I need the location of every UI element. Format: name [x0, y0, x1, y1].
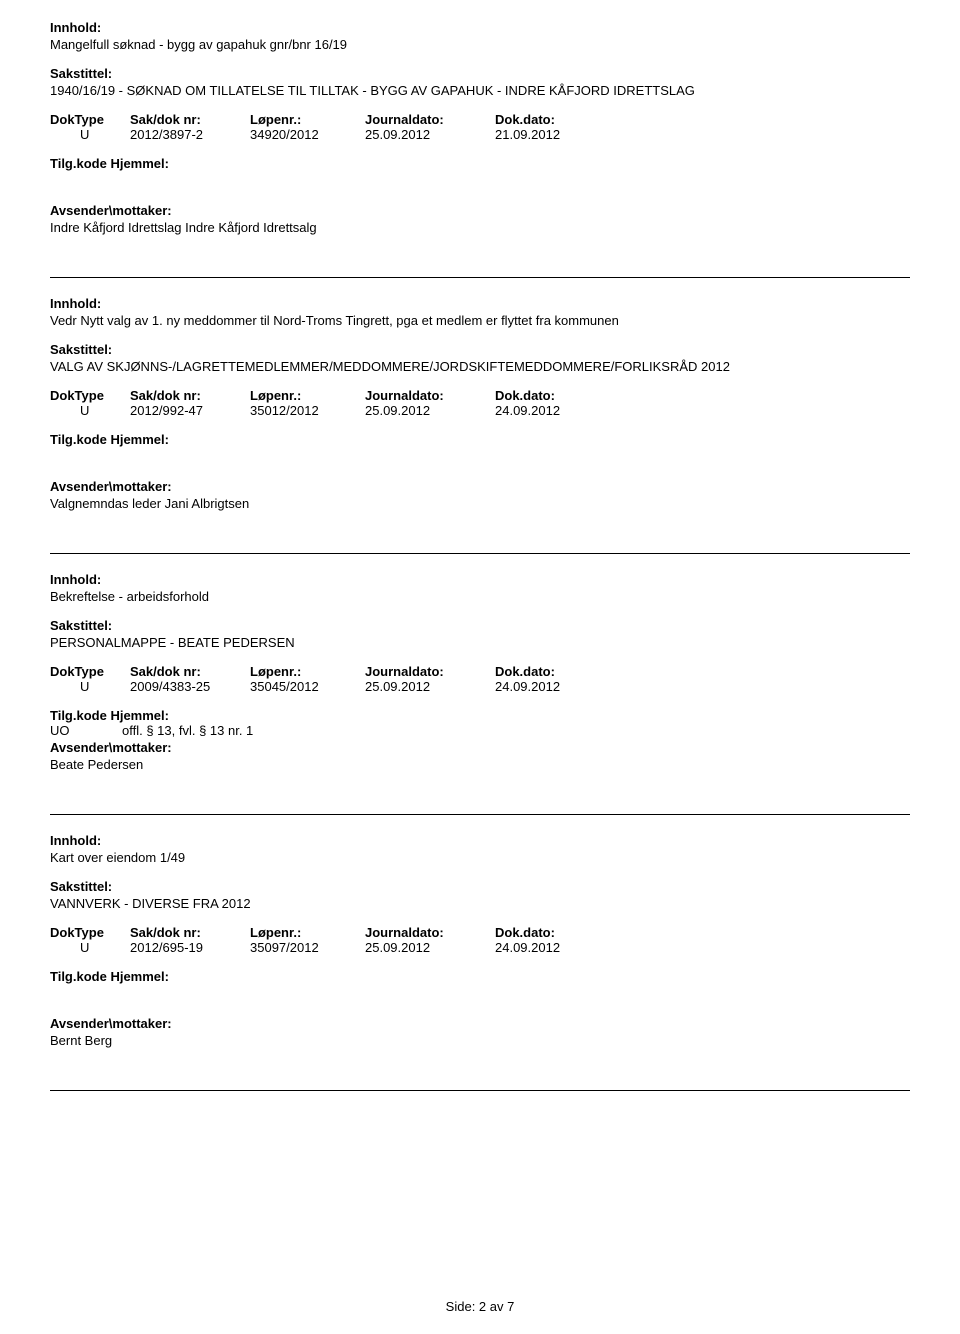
- journal-entry: Innhold: Vedr Nytt valg av 1. ny meddomm…: [50, 296, 910, 511]
- divider: [50, 553, 910, 554]
- tilgkode-label: Tilg.kode: [50, 432, 107, 447]
- doktype-value: U: [50, 127, 130, 142]
- sakstittel-text: 1940/16/19 - SØKNAD OM TILLATELSE TIL TI…: [50, 83, 910, 98]
- dokdato-value: 24.09.2012: [495, 940, 615, 955]
- dokdato-value: 21.09.2012: [495, 127, 615, 142]
- avsender-text: Bernt Berg: [50, 1033, 910, 1048]
- doktype-value: U: [50, 403, 130, 418]
- tilgkode-hjemmel-row: UO offl. § 13, fvl. § 13 nr. 1: [50, 723, 910, 738]
- sakstittel-text: VALG AV SKJØNNS-/LAGRETTEMEDLEMMER/MEDDO…: [50, 359, 910, 374]
- dokdato-value: 24.09.2012: [495, 679, 615, 694]
- innhold-label: Innhold:: [50, 572, 910, 587]
- sakdok-value: 2012/3897-2: [130, 127, 250, 142]
- journaldato-header: Journaldato:: [365, 112, 495, 127]
- avsender-text: Indre Kåfjord Idrettslag Indre Kåfjord I…: [50, 220, 910, 235]
- journaldato-value: 25.09.2012: [365, 940, 495, 955]
- sakstittel-label: Sakstittel:: [50, 879, 910, 894]
- lopenr-header: Løpenr.:: [250, 388, 365, 403]
- journaldato-header: Journaldato:: [365, 664, 495, 679]
- journaldato-value: 25.09.2012: [365, 679, 495, 694]
- avsender-label: Avsender\mottaker:: [50, 740, 910, 755]
- hjemmel-label: Hjemmel:: [110, 708, 169, 723]
- table-header-row: DokType Sak/dok nr: Løpenr.: Journaldato…: [50, 112, 910, 127]
- journal-entry: Innhold: Kart over eiendom 1/49 Sakstitt…: [50, 833, 910, 1048]
- sakdok-value: 2009/4383-25: [130, 679, 250, 694]
- tilgkode-label: Tilg.kode: [50, 969, 107, 984]
- sakdok-header: Sak/dok nr:: [130, 112, 250, 127]
- lopenr-value: 35045/2012: [250, 679, 365, 694]
- dokdato-header: Dok.dato:: [495, 925, 615, 940]
- innhold-text: Vedr Nytt valg av 1. ny meddommer til No…: [50, 313, 910, 328]
- lopenr-value: 35012/2012: [250, 403, 365, 418]
- divider: [50, 814, 910, 815]
- sakstittel-text: PERSONALMAPPE - BEATE PEDERSEN: [50, 635, 910, 650]
- innhold-text: Bekreftelse - arbeidsforhold: [50, 589, 910, 604]
- table-data-row: U 2012/3897-2 34920/2012 25.09.2012 21.0…: [50, 127, 910, 142]
- divider: [50, 1090, 910, 1091]
- hjemmel-value: offl. § 13, fvl. § 13 nr. 1: [100, 723, 253, 738]
- lopenr-header: Løpenr.:: [250, 925, 365, 940]
- doktype-value: U: [50, 679, 130, 694]
- sakstittel-text: VANNVERK - DIVERSE FRA 2012: [50, 896, 910, 911]
- avsender-label: Avsender\mottaker:: [50, 203, 910, 218]
- sakstittel-label: Sakstittel:: [50, 66, 910, 81]
- avsender-label: Avsender\mottaker:: [50, 1016, 910, 1031]
- dokdato-header: Dok.dato:: [495, 112, 615, 127]
- dokdato-header: Dok.dato:: [495, 388, 615, 403]
- journal-entry: Innhold: Mangelfull søknad - bygg av gap…: [50, 20, 910, 235]
- sakdok-header: Sak/dok nr:: [130, 664, 250, 679]
- tilgkode-hjemmel-header: Tilg.kode Hjemmel:: [50, 969, 910, 984]
- avsender-text: Beate Pedersen: [50, 757, 910, 772]
- dokdato-header: Dok.dato:: [495, 664, 615, 679]
- innhold-label: Innhold:: [50, 833, 910, 848]
- hjemmel-label: Hjemmel:: [110, 969, 169, 984]
- journaldato-value: 25.09.2012: [365, 127, 495, 142]
- innhold-text: Mangelfull søknad - bygg av gapahuk gnr/…: [50, 37, 910, 52]
- page-footer: Side: 2 av 7: [0, 1299, 960, 1314]
- hjemmel-label: Hjemmel:: [110, 432, 169, 447]
- tilgkode-value: UO: [50, 723, 100, 738]
- tilgkode-hjemmel-header: Tilg.kode Hjemmel:: [50, 432, 910, 447]
- sakdok-header: Sak/dok nr:: [130, 388, 250, 403]
- journaldato-value: 25.09.2012: [365, 403, 495, 418]
- sakdok-value: 2012/695-19: [130, 940, 250, 955]
- innhold-label: Innhold:: [50, 296, 910, 311]
- tilgkode-label: Tilg.kode: [50, 156, 107, 171]
- lopenr-header: Løpenr.:: [250, 112, 365, 127]
- tilgkode-hjemmel-header: Tilg.kode Hjemmel:: [50, 708, 910, 723]
- divider: [50, 277, 910, 278]
- table-data-row: U 2012/992-47 35012/2012 25.09.2012 24.0…: [50, 403, 910, 418]
- tilgkode-hjemmel-header: Tilg.kode Hjemmel:: [50, 156, 910, 171]
- table-header-row: DokType Sak/dok nr: Løpenr.: Journaldato…: [50, 388, 910, 403]
- dokdato-value: 24.09.2012: [495, 403, 615, 418]
- avsender-label: Avsender\mottaker:: [50, 479, 910, 494]
- sakdok-value: 2012/992-47: [130, 403, 250, 418]
- lopenr-value: 35097/2012: [250, 940, 365, 955]
- innhold-label: Innhold:: [50, 20, 910, 35]
- journaldato-header: Journaldato:: [365, 388, 495, 403]
- doktype-header: DokType: [50, 112, 130, 127]
- table-data-row: U 2009/4383-25 35045/2012 25.09.2012 24.…: [50, 679, 910, 694]
- sakstittel-label: Sakstittel:: [50, 342, 910, 357]
- table-header-row: DokType Sak/dok nr: Løpenr.: Journaldato…: [50, 925, 910, 940]
- avsender-text: Valgnemndas leder Jani Albrigtsen: [50, 496, 910, 511]
- lopenr-value: 34920/2012: [250, 127, 365, 142]
- innhold-text: Kart over eiendom 1/49: [50, 850, 910, 865]
- sakdok-header: Sak/dok nr:: [130, 925, 250, 940]
- hjemmel-label: Hjemmel:: [110, 156, 169, 171]
- doktype-header: DokType: [50, 388, 130, 403]
- journaldato-header: Journaldato:: [365, 925, 495, 940]
- doktype-value: U: [50, 940, 130, 955]
- doktype-header: DokType: [50, 664, 130, 679]
- journal-entry: Innhold: Bekreftelse - arbeidsforhold Sa…: [50, 572, 910, 772]
- doktype-header: DokType: [50, 925, 130, 940]
- table-data-row: U 2012/695-19 35097/2012 25.09.2012 24.0…: [50, 940, 910, 955]
- lopenr-header: Løpenr.:: [250, 664, 365, 679]
- table-header-row: DokType Sak/dok nr: Løpenr.: Journaldato…: [50, 664, 910, 679]
- sakstittel-label: Sakstittel:: [50, 618, 910, 633]
- tilgkode-label: Tilg.kode: [50, 708, 107, 723]
